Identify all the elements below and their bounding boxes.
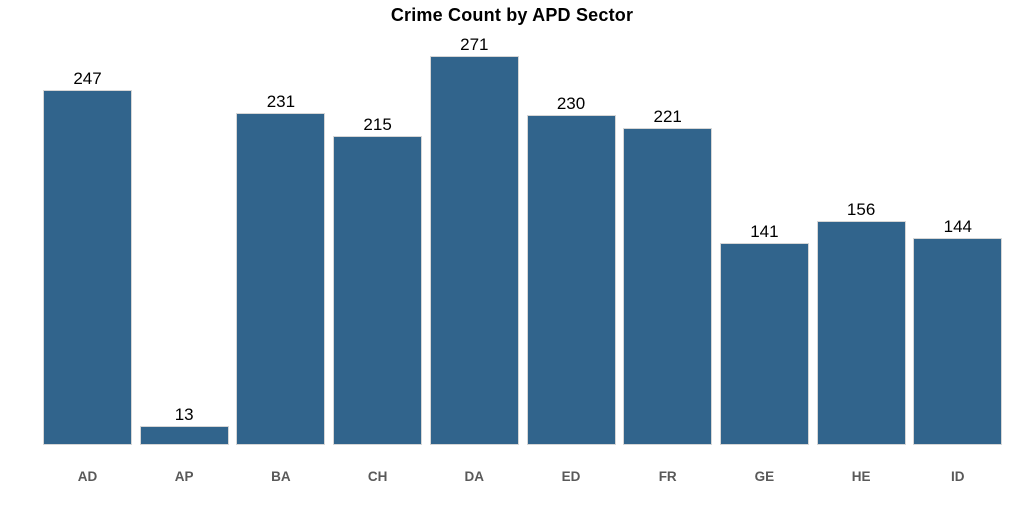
bar-GE (719, 242, 809, 445)
bar-AD (43, 90, 132, 445)
bar-value-label: 156 (846, 200, 876, 220)
bar-value-label: 221 (653, 106, 682, 126)
x-tick-label: AD (77, 469, 98, 484)
bar-FR (623, 127, 713, 445)
chart-title: Crime Count by APD Sector (390, 5, 634, 25)
x-tick-label: DA (464, 469, 485, 484)
x-tick-label: GE (754, 469, 775, 484)
bar-value-label: 247 (73, 69, 102, 89)
bar-value-label: 141 (750, 221, 779, 241)
bar-ED (526, 114, 616, 445)
x-tick-label: BA (271, 469, 291, 484)
bar-AP (139, 426, 229, 445)
bar-value-label: 231 (266, 92, 296, 112)
bar-DA (429, 56, 519, 445)
bar-value-label: 13 (174, 405, 194, 425)
bar-BA (236, 113, 326, 445)
x-tick-label: ED (561, 469, 581, 484)
x-tick-label: FR (658, 469, 677, 484)
bar-value-label: 144 (943, 217, 972, 237)
x-tick-label: HE (851, 469, 871, 484)
x-tick-label: CH (367, 469, 388, 484)
bar-value-label: 230 (556, 93, 586, 113)
x-tick-label: AP (174, 469, 194, 484)
x-tick-label: ID (951, 469, 965, 484)
bar-value-label: 271 (460, 35, 489, 54)
bar-value-label: 215 (363, 115, 392, 135)
bar-HE (816, 221, 906, 445)
bar-ID (913, 238, 1003, 445)
bar-CH (333, 136, 423, 445)
